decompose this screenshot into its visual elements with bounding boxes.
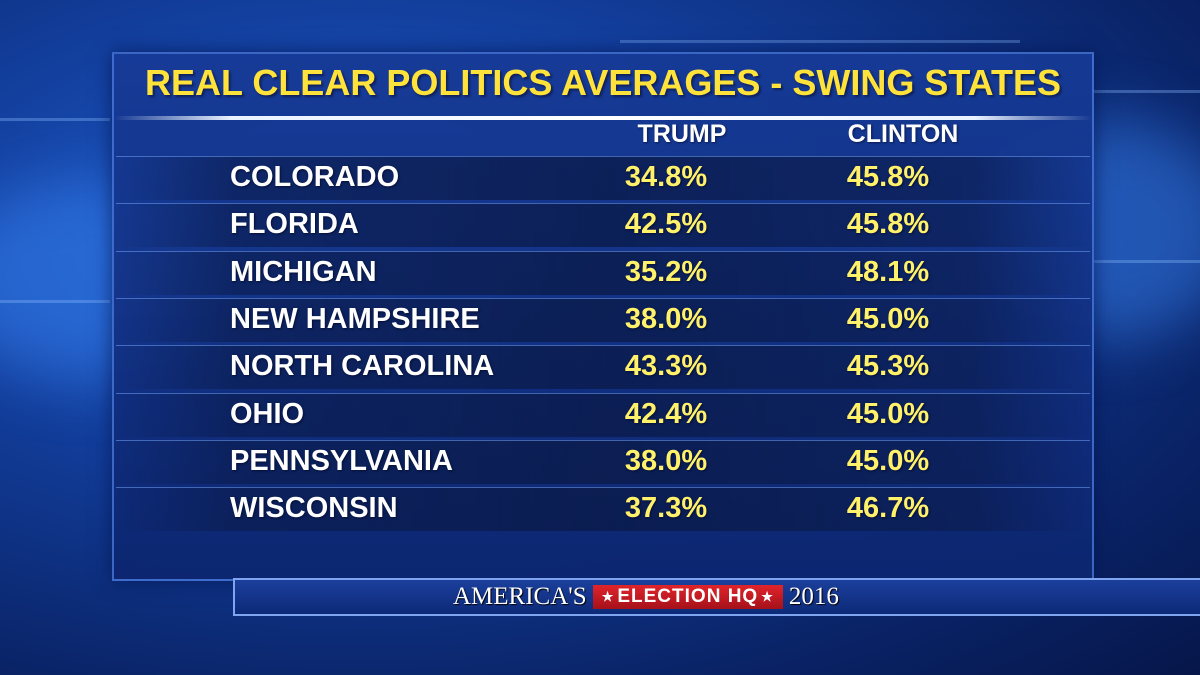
trump-value: 37.3% — [624, 492, 708, 525]
clinton-value: 48.1% — [846, 255, 930, 288]
state-name: NEW HAMPSHIRE — [230, 302, 480, 335]
banner-election-hq-badge: ★ ELECTION HQ ★ — [592, 585, 783, 609]
table-row: FLORIDA 42.5% 45.8% — [116, 203, 1090, 248]
column-header-trump: TRUMP — [637, 120, 727, 148]
clinton-value: 45.0% — [846, 302, 930, 335]
state-name: PENNSYLVANIA — [230, 444, 453, 477]
trump-value: 35.2% — [624, 255, 708, 288]
state-name: WISCONSIN — [230, 492, 398, 525]
trump-value: 43.3% — [624, 350, 708, 383]
trump-value: 42.5% — [624, 208, 708, 241]
clinton-value: 46.7% — [846, 492, 930, 525]
background-streak — [1092, 90, 1200, 93]
clinton-value: 45.3% — [846, 350, 930, 383]
state-name: OHIO — [230, 397, 305, 430]
background-streak — [0, 300, 110, 303]
star-icon: ★ — [601, 589, 615, 604]
banner-americas-text: AMERICA'S — [453, 583, 587, 610]
results-panel: REAL CLEAR POLITICS AVERAGES - SWING STA… — [112, 52, 1094, 581]
table-row: COLORADO 34.8% 45.8% — [116, 156, 1090, 200]
star-icon: ★ — [761, 589, 774, 604]
table-row: NEW HAMPSHIRE 38.0% 45.0% — [116, 297, 1090, 342]
trump-value: 38.0% — [624, 444, 708, 477]
clinton-value: 45.0% — [846, 444, 930, 477]
clinton-value: 45.8% — [846, 161, 930, 193]
banner-election-hq-text: ELECTION HQ — [617, 586, 759, 607]
election-hq-banner: AMERICA'S ★ ELECTION HQ ★ 2016 — [233, 578, 1200, 616]
trump-value: 42.4% — [624, 397, 708, 430]
background-streak — [1092, 260, 1200, 263]
state-name: NORTH CAROLINA — [230, 350, 495, 383]
clinton-value: 45.8% — [846, 208, 930, 241]
table-row: OHIO 42.4% 45.0% — [116, 392, 1090, 437]
state-name: COLORADO — [230, 161, 400, 193]
banner-year-text: 2016 — [788, 583, 839, 610]
trump-value: 38.0% — [624, 302, 708, 335]
table-row: WISCONSIN 37.3% 46.7% — [116, 487, 1090, 532]
trump-value: 34.8% — [624, 161, 708, 193]
background-streak — [620, 40, 1020, 43]
banner-content: AMERICA'S ★ ELECTION HQ ★ 2016 — [453, 580, 839, 614]
state-name: MICHIGAN — [230, 255, 377, 288]
chart-title: REAL CLEAR POLITICS AVERAGES - SWING STA… — [144, 62, 1062, 103]
clinton-value: 45.0% — [846, 397, 930, 430]
background-streak — [0, 118, 110, 121]
column-header-clinton: CLINTON — [847, 120, 959, 148]
table-row: NORTH CAROLINA 43.3% 45.3% — [116, 345, 1090, 390]
state-name: FLORIDA — [230, 208, 359, 241]
table-row: PENNSYLVANIA 38.0% 45.0% — [116, 439, 1090, 484]
title-divider — [114, 116, 1092, 120]
table-row: MICHIGAN 35.2% 48.1% — [116, 250, 1090, 295]
